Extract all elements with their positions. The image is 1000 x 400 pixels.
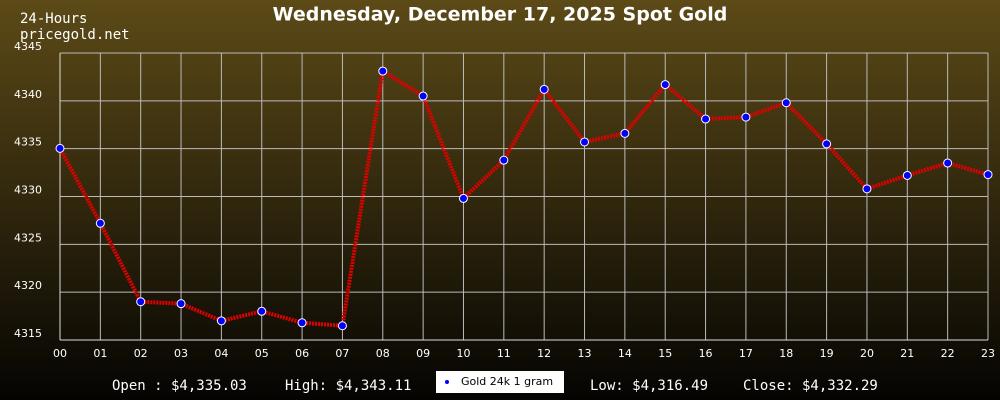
x-tick-label: 23: [981, 347, 995, 360]
data-point: [297, 318, 307, 328]
data-point: [822, 139, 832, 149]
x-tick-label: 10: [456, 347, 470, 360]
legend-marker: [445, 380, 449, 384]
legend-label: Gold 24k 1 gram: [461, 375, 553, 388]
x-tick-label: 20: [860, 347, 874, 360]
subtitle: 24-Hours: [20, 11, 87, 27]
data-point: [580, 137, 590, 147]
x-tick-label: 18: [779, 347, 793, 360]
x-tick-label: 06: [295, 347, 309, 360]
x-tick-label: 22: [941, 347, 955, 360]
summary-text: Open : $4,335.03: [112, 378, 247, 394]
data-point: [781, 98, 791, 108]
data-point: [983, 170, 993, 180]
x-tick-label: 13: [578, 347, 592, 360]
data-point: [499, 155, 509, 165]
source: pricegold.net: [20, 27, 130, 43]
data-point: [95, 218, 105, 228]
data-point: [539, 84, 549, 94]
data-point: [741, 112, 751, 122]
summary-text: High: $4,343.11: [285, 378, 411, 394]
x-tick-label: 17: [739, 347, 753, 360]
data-point: [943, 158, 953, 168]
data-point: [216, 316, 226, 326]
x-tick-label: 05: [255, 347, 269, 360]
y-tick-label: 4330: [14, 184, 42, 197]
x-tick-label: 16: [699, 347, 713, 360]
x-tick-label: 12: [537, 347, 551, 360]
data-point: [337, 321, 347, 331]
legend-box: [436, 371, 564, 393]
x-tick-label: 21: [900, 347, 914, 360]
x-tick-label: 09: [416, 347, 430, 360]
x-tick-label: 07: [335, 347, 349, 360]
y-tick-label: 4325: [14, 231, 42, 244]
summary-text: Low: $4,316.49: [590, 378, 708, 394]
y-tick-label: 4345: [14, 40, 42, 53]
data-point: [257, 306, 267, 316]
data-point: [136, 297, 146, 307]
series-line: [58, 67, 989, 328]
data-point: [620, 128, 630, 138]
data-point: [701, 114, 711, 124]
y-tick-label: 4320: [14, 279, 42, 292]
data-point: [902, 170, 912, 180]
x-tick-label: 02: [134, 347, 148, 360]
x-tick-label: 08: [376, 347, 390, 360]
x-tick-label: 00: [53, 347, 67, 360]
y-tick-label: 4335: [14, 136, 42, 149]
x-tick-label: 03: [174, 347, 188, 360]
x-tick-label: 19: [820, 347, 834, 360]
summary-text: Close: $4,332.29: [743, 378, 878, 394]
x-tick-label: 14: [618, 347, 632, 360]
data-point: [55, 143, 65, 153]
x-tick-label: 15: [658, 347, 672, 360]
data-point: [458, 193, 468, 203]
x-tick-label: 01: [93, 347, 107, 360]
data-point: [176, 299, 186, 309]
y-tick-label: 4315: [14, 327, 42, 340]
x-tick-label: 11: [497, 347, 511, 360]
chart-title: Wednesday, December 17, 2025 Spot Gold: [273, 4, 728, 26]
data-point: [418, 91, 428, 101]
data-point: [378, 66, 388, 76]
x-tick-label: 04: [214, 347, 228, 360]
y-tick-label: 4340: [14, 88, 42, 101]
data-point: [862, 184, 872, 194]
data-point: [660, 80, 670, 90]
